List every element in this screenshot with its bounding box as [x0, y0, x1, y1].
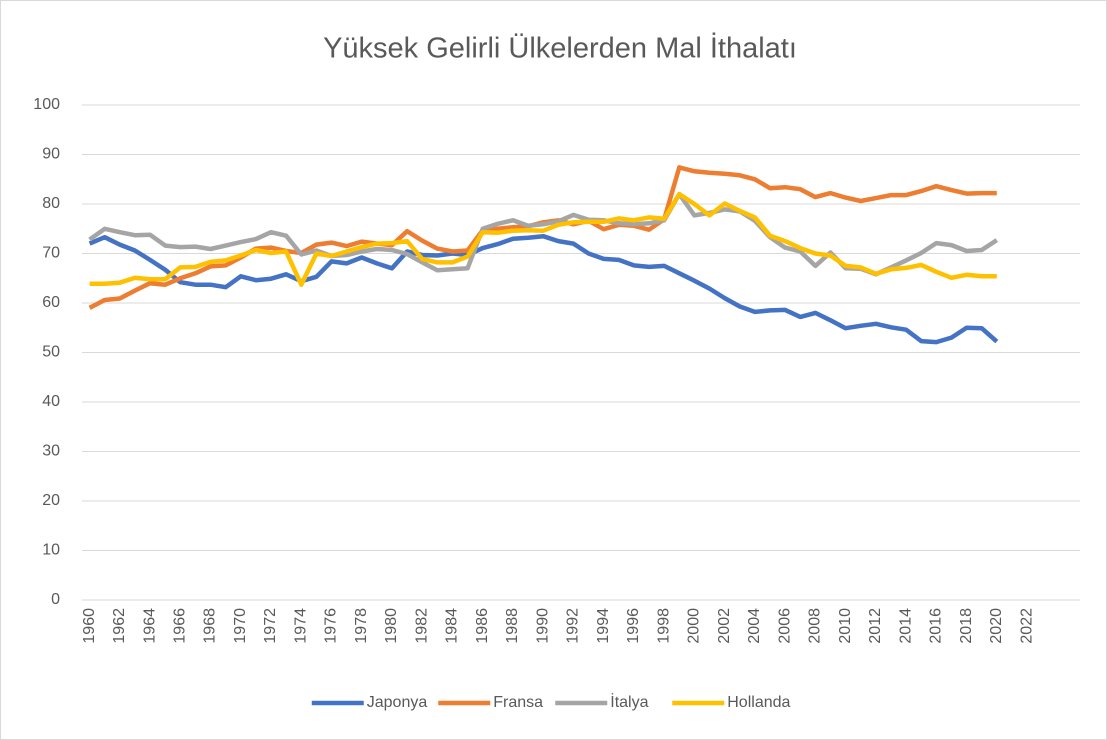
x-tick-label: 1966: [172, 608, 189, 644]
x-tick-label: 1968: [202, 608, 219, 644]
y-tick-label: 40: [42, 393, 60, 410]
y-tick-label: 20: [42, 492, 60, 509]
y-tick-label: 0: [51, 591, 60, 608]
x-tick-label: 1988: [504, 608, 521, 644]
x-tick-label: 2010: [837, 608, 854, 644]
x-tick-label: 1974: [292, 608, 309, 644]
x-tick-label: 2014: [897, 608, 914, 644]
x-tick-label: 2006: [776, 608, 793, 644]
series-line: [89, 191, 997, 287]
y-tick-label: 10: [42, 542, 60, 559]
x-tick-label: 2002: [716, 608, 733, 644]
y-tick-label: 100: [33, 96, 60, 113]
legend-label: Fransa: [493, 694, 543, 711]
x-tick-label: 1978: [353, 608, 370, 644]
x-tick-label: 1992: [565, 608, 582, 644]
chart-title: Yüksek Gelirli Ülkelerden Mal İthalatı: [323, 32, 797, 65]
x-tick-label: 1962: [111, 608, 128, 644]
x-tick-label: 1972: [262, 608, 279, 644]
x-tick-label: 2022: [1018, 608, 1035, 644]
x-tick-label: 1986: [474, 608, 491, 644]
series-line: [88, 233, 999, 345]
legend-label: Hollanda: [727, 694, 790, 711]
x-tick-label: 2000: [686, 608, 703, 644]
x-tick-label: 1998: [655, 608, 672, 644]
x-tick-label: 2012: [867, 608, 884, 644]
y-tick-label: 60: [42, 294, 60, 311]
y-tick-label: 70: [42, 245, 60, 262]
legend-label: Japonya: [367, 694, 428, 711]
x-tick-label: 1994: [595, 608, 612, 644]
x-tick-label: 2020: [988, 608, 1005, 644]
x-tick-label: 1996: [625, 608, 642, 644]
x-tick-label: 2008: [807, 608, 824, 644]
x-tick-label: 2018: [958, 608, 975, 644]
x-tick-label: 1982: [413, 608, 430, 644]
series-line: [88, 191, 999, 277]
y-tick-label: 50: [42, 344, 60, 361]
x-tick-label: 1970: [232, 608, 249, 644]
x-tick-label: 2016: [928, 608, 945, 644]
x-tick-label: 1980: [383, 608, 400, 644]
x-tick-label: 1984: [444, 608, 461, 644]
legend-label: İtalya: [610, 692, 648, 711]
y-tick-label: 80: [42, 195, 60, 212]
y-tick-label: 30: [42, 443, 60, 460]
x-tick-label: 1960: [81, 608, 98, 644]
x-tick-label: 1990: [534, 608, 551, 644]
x-tick-label: 1964: [141, 608, 158, 644]
y-tick-label: 90: [42, 146, 60, 163]
x-tick-label: 2004: [746, 608, 763, 644]
x-tick-label: 1976: [323, 608, 340, 644]
